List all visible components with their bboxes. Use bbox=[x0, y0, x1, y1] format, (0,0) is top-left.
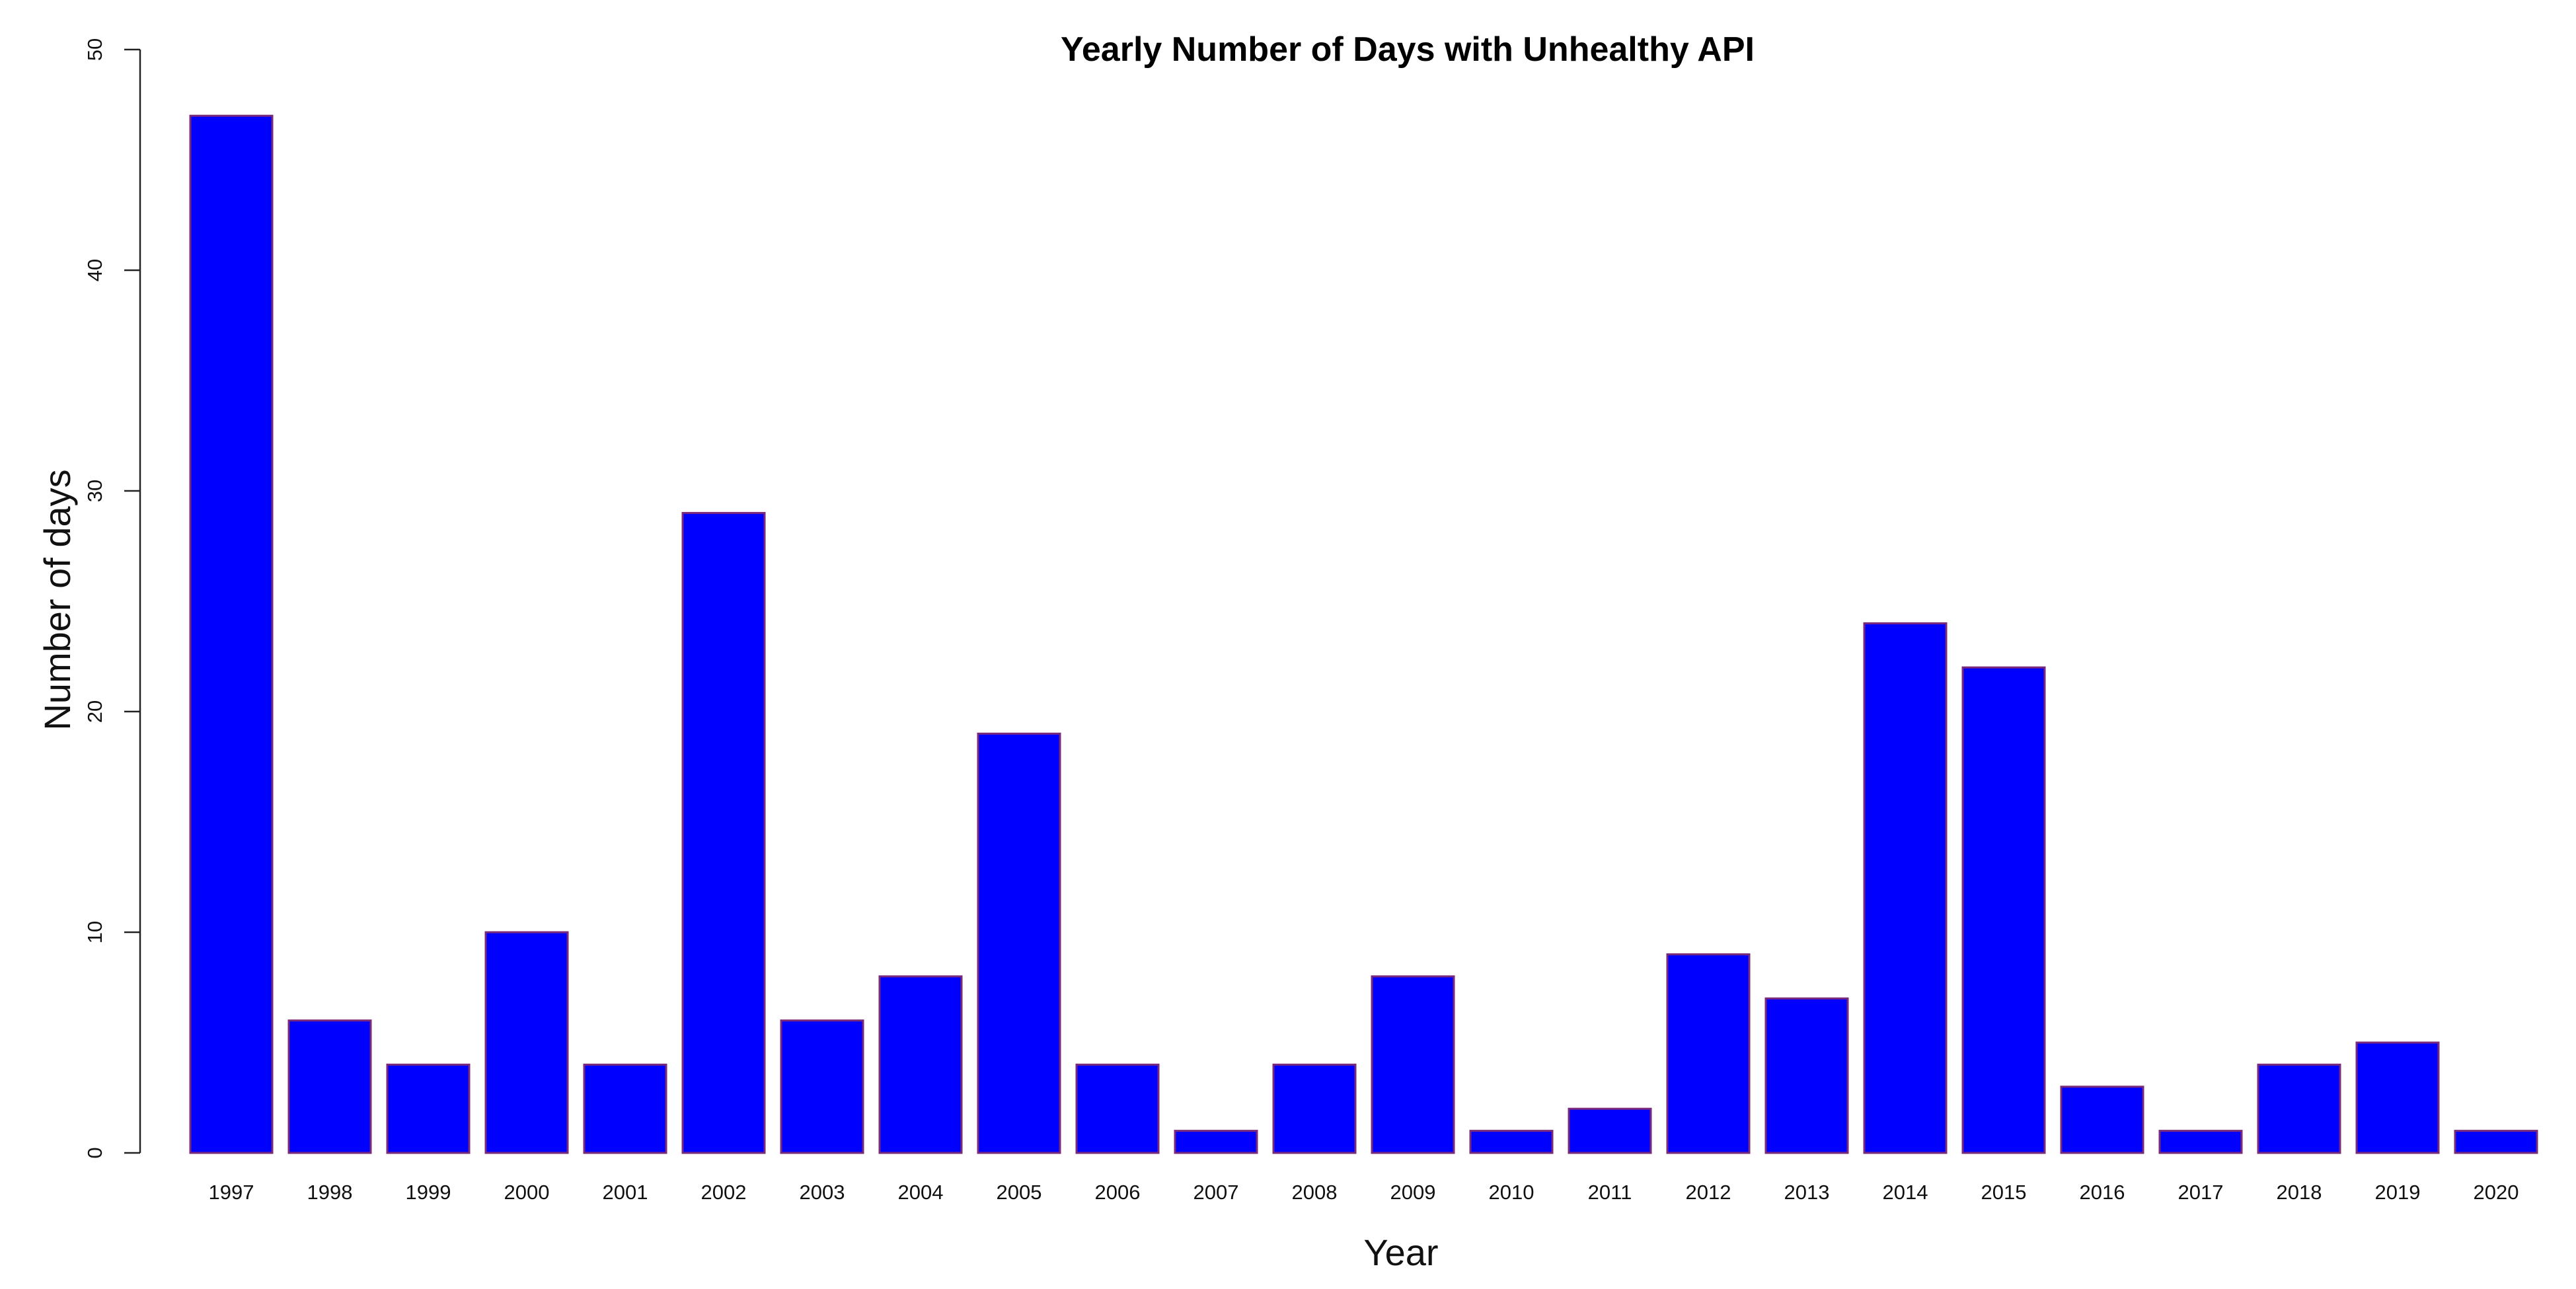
x-tick-label-2005: 2005 bbox=[997, 1181, 1042, 1204]
bar-2018 bbox=[2257, 1063, 2341, 1154]
x-tick-label-2004: 2004 bbox=[898, 1181, 944, 1204]
x-tick-label-1999: 1999 bbox=[406, 1181, 451, 1204]
bar-2006 bbox=[1075, 1063, 1160, 1154]
bar-1999 bbox=[386, 1063, 471, 1154]
x-tick-label-1998: 1998 bbox=[307, 1181, 353, 1204]
chart-title: Yearly Number of Days with Unhealthy API bbox=[1061, 30, 1755, 69]
x-tick-label-2001: 2001 bbox=[603, 1181, 648, 1204]
y-tick-label: 10 bbox=[83, 921, 106, 943]
bar-2016 bbox=[2060, 1086, 2144, 1154]
bar-2009 bbox=[1371, 975, 1455, 1154]
bars-group bbox=[189, 114, 2538, 1154]
bar-1997 bbox=[189, 114, 274, 1154]
y-tick-label: 40 bbox=[83, 259, 106, 281]
bar-2015 bbox=[1961, 666, 2046, 1154]
bar-2017 bbox=[2158, 1130, 2243, 1154]
bar-2000 bbox=[484, 931, 569, 1154]
bar-2020 bbox=[2454, 1130, 2538, 1154]
bar-2011 bbox=[1568, 1107, 1652, 1154]
y-axis: 0 10 20 30 40 50 bbox=[83, 38, 141, 1159]
bar-2010 bbox=[1469, 1130, 1554, 1154]
bar-2012 bbox=[1666, 953, 1751, 1154]
y-tick-label: 20 bbox=[83, 700, 106, 723]
bar-2003 bbox=[780, 1019, 864, 1154]
x-tick-label-2017: 2017 bbox=[2178, 1181, 2224, 1204]
x-tick-label-2010: 2010 bbox=[1489, 1181, 1534, 1204]
y-tick-label: 50 bbox=[83, 38, 106, 61]
x-tick-label-2011: 2011 bbox=[1588, 1181, 1632, 1204]
bar-2001 bbox=[583, 1063, 667, 1154]
bar-2013 bbox=[1764, 997, 1849, 1154]
x-tick-label-2006: 2006 bbox=[1095, 1181, 1141, 1204]
bar-2008 bbox=[1272, 1063, 1357, 1154]
bar-1998 bbox=[287, 1019, 372, 1154]
x-axis-label: Year bbox=[1363, 1232, 1438, 1273]
x-tick-label-2002: 2002 bbox=[701, 1181, 747, 1204]
x-tick-labels: 1997 1998 1999 2000 2001 2002 2003 2004 2005 2006… bbox=[209, 1181, 2519, 1204]
x-tick-label-2019: 2019 bbox=[2375, 1181, 2421, 1204]
bar-2005 bbox=[977, 732, 1061, 1154]
x-tick-label-2012: 2012 bbox=[1686, 1181, 1731, 1204]
x-tick-label-2008: 2008 bbox=[1292, 1181, 1338, 1204]
bar-2019 bbox=[2355, 1041, 2440, 1154]
y-tick-label: 30 bbox=[83, 480, 106, 502]
bar-2002 bbox=[681, 511, 766, 1154]
x-tick-label-2018: 2018 bbox=[2277, 1181, 2322, 1204]
y-axis-label: Number of days bbox=[36, 469, 78, 730]
x-tick-label-2007: 2007 bbox=[1193, 1181, 1239, 1204]
y-tick-label: 0 bbox=[83, 1147, 106, 1158]
x-tick-label-2020: 2020 bbox=[2474, 1181, 2519, 1204]
x-tick-label-2013: 2013 bbox=[1784, 1181, 1830, 1204]
x-tick-label-2009: 2009 bbox=[1390, 1181, 1436, 1204]
x-tick-label-2015: 2015 bbox=[1981, 1181, 2027, 1204]
x-tick-label-1997: 1997 bbox=[209, 1181, 254, 1204]
bar-2007 bbox=[1174, 1130, 1258, 1154]
x-tick-label-2014: 2014 bbox=[1883, 1181, 1928, 1204]
x-tick-label-2003: 2003 bbox=[800, 1181, 845, 1204]
bar-2004 bbox=[878, 975, 963, 1154]
x-tick-label-2000: 2000 bbox=[504, 1181, 550, 1204]
x-tick-label-2016: 2016 bbox=[2080, 1181, 2125, 1204]
bar-2014 bbox=[1863, 622, 1948, 1154]
